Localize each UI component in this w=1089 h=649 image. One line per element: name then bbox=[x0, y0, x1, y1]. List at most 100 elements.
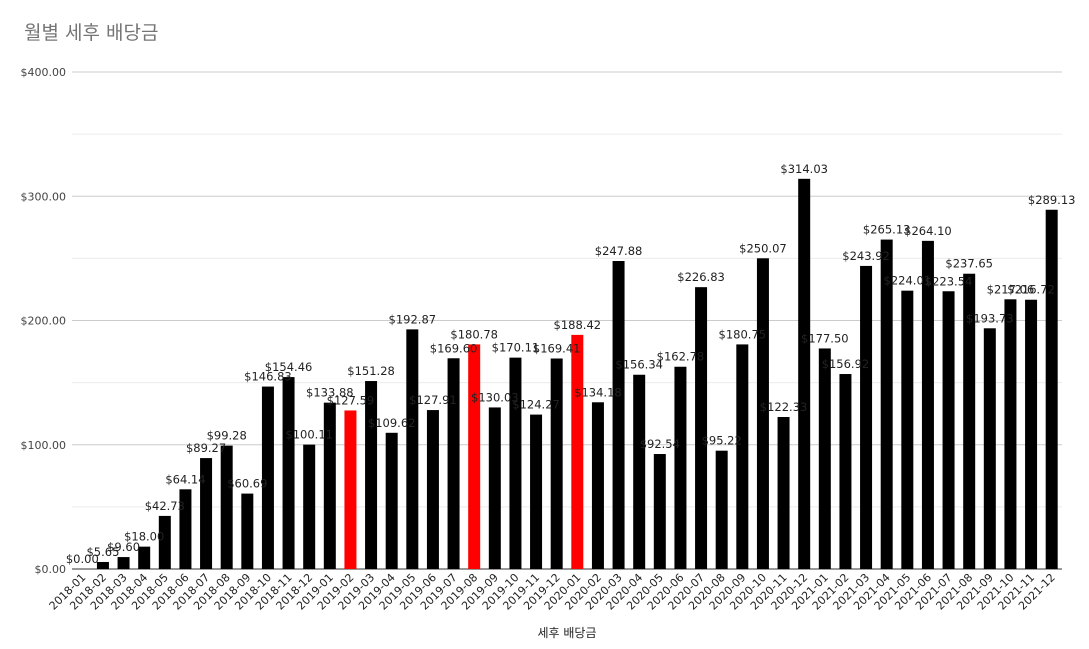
bar bbox=[839, 374, 852, 569]
bar bbox=[571, 334, 584, 569]
bar bbox=[220, 445, 233, 569]
bar bbox=[530, 414, 543, 569]
bar bbox=[468, 344, 481, 569]
bar bbox=[736, 344, 749, 569]
data-label: $42.73 bbox=[145, 499, 185, 513]
bar bbox=[488, 407, 501, 569]
bar bbox=[963, 273, 976, 569]
data-label: $223.54 bbox=[925, 274, 973, 288]
bar bbox=[1004, 299, 1017, 569]
data-label: $130.03 bbox=[471, 390, 519, 404]
data-label: $217.06 bbox=[987, 282, 1035, 296]
y-tick-label: $400.00 bbox=[21, 66, 67, 79]
data-label: $177.50 bbox=[801, 331, 849, 345]
data-label: $180.75 bbox=[719, 327, 767, 341]
bar bbox=[96, 561, 109, 569]
y-tick-label: $100.00 bbox=[21, 439, 67, 452]
bar bbox=[282, 377, 295, 569]
data-label: $250.07 bbox=[739, 241, 787, 255]
data-label: $134.18 bbox=[574, 385, 622, 399]
data-label: $133.88 bbox=[306, 386, 354, 400]
bar bbox=[612, 261, 625, 569]
bar bbox=[179, 489, 192, 569]
data-label: $124.27 bbox=[512, 398, 560, 412]
y-tick-label: $0.00 bbox=[35, 563, 67, 576]
bar bbox=[818, 348, 831, 569]
bar bbox=[117, 557, 130, 569]
data-label: $188.42 bbox=[554, 318, 602, 332]
bar bbox=[901, 290, 914, 569]
bar bbox=[777, 417, 790, 569]
bar bbox=[323, 402, 336, 569]
bar bbox=[365, 381, 378, 569]
gridlines bbox=[72, 71, 1062, 570]
bar bbox=[241, 493, 254, 569]
bar bbox=[1045, 209, 1058, 569]
data-label: $170.11 bbox=[492, 341, 540, 355]
bar bbox=[798, 178, 811, 569]
data-label: $264.10 bbox=[904, 224, 952, 238]
data-label: $18.00 bbox=[124, 530, 164, 544]
data-label: $243.92 bbox=[842, 249, 890, 263]
bar bbox=[138, 546, 151, 569]
bar bbox=[261, 386, 274, 569]
data-label: $127.91 bbox=[409, 393, 457, 407]
data-label: $99.28 bbox=[207, 429, 247, 443]
data-label: $192.87 bbox=[389, 312, 437, 326]
bar bbox=[756, 258, 769, 569]
y-axis-ticks: $0.00 $100.00 $200.00 $300.00 $400.00 bbox=[21, 66, 67, 576]
data-label: $0.00 bbox=[66, 552, 99, 566]
bar bbox=[653, 454, 666, 569]
data-label: $265.13 bbox=[863, 223, 911, 237]
data-label: $180.78 bbox=[450, 327, 498, 341]
data-label: $162.78 bbox=[657, 350, 705, 364]
x-axis-title: 세후 배당금 bbox=[537, 626, 596, 640]
bar bbox=[591, 402, 604, 569]
bar bbox=[303, 444, 316, 569]
bar bbox=[385, 432, 398, 569]
data-label: $224.01 bbox=[884, 274, 932, 288]
bar bbox=[1025, 299, 1038, 569]
bar bbox=[550, 358, 563, 569]
bar bbox=[406, 329, 419, 569]
bar bbox=[200, 458, 213, 569]
data-label: $247.88 bbox=[595, 244, 643, 258]
data-label: $95.22 bbox=[702, 434, 742, 448]
bar bbox=[633, 374, 646, 569]
data-label: $216.72 bbox=[1007, 283, 1055, 297]
bar bbox=[426, 410, 439, 569]
y-tick-label: $300.00 bbox=[21, 190, 67, 203]
data-label: $289.13 bbox=[1028, 193, 1076, 207]
data-label: $154.46 bbox=[265, 360, 313, 374]
data-label: $169.41 bbox=[533, 342, 581, 356]
data-label: $64.14 bbox=[165, 472, 205, 486]
data-labels: $0.00$5.65$9.60$18.00$42.73$64.14$89.27$… bbox=[66, 162, 1076, 566]
data-label: $146.83 bbox=[244, 370, 292, 384]
data-label: $9.60 bbox=[107, 540, 140, 554]
y-tick-label: $200.00 bbox=[21, 315, 67, 328]
data-label: $156.34 bbox=[615, 358, 663, 372]
data-label: $5.65 bbox=[86, 545, 119, 559]
bar bbox=[674, 366, 687, 569]
data-label: $314.03 bbox=[780, 162, 828, 176]
data-label: $169.60 bbox=[430, 341, 478, 355]
data-label: $109.62 bbox=[368, 416, 416, 430]
bar bbox=[983, 328, 996, 569]
chart-title: 월별 세후 배당금 bbox=[24, 22, 159, 44]
data-label: $100.11 bbox=[285, 428, 333, 442]
bar bbox=[447, 358, 460, 569]
data-label: $151.28 bbox=[347, 364, 395, 378]
bar bbox=[158, 515, 171, 569]
data-label: $193.73 bbox=[966, 311, 1014, 325]
bar bbox=[509, 357, 522, 569]
data-label: $226.83 bbox=[677, 270, 725, 284]
x-axis-ticks: 2018-012018-022018-032018-042018-052018-… bbox=[47, 571, 1058, 613]
data-label: $122.33 bbox=[760, 400, 808, 414]
bar bbox=[942, 291, 955, 569]
bar bbox=[715, 450, 728, 569]
bar bbox=[921, 240, 934, 569]
data-label: $60.69 bbox=[227, 477, 267, 491]
data-label: $92.54 bbox=[640, 437, 680, 451]
bar bbox=[860, 265, 873, 569]
